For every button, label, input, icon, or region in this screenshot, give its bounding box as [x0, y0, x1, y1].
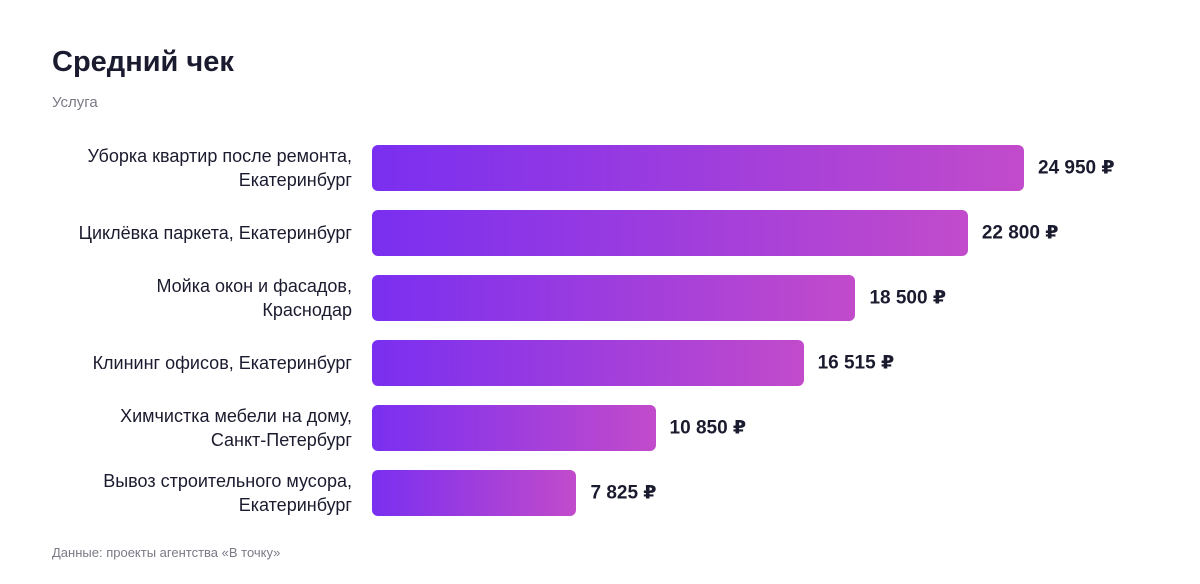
value-label: 16 515 ₽ — [817, 352, 895, 374]
value-label: 22 800 ₽ — [981, 222, 1059, 244]
bar — [372, 275, 856, 321]
category-label: Вывоз строительного мусора, Екатеринбург — [103, 471, 352, 515]
chart-subtitle: Услуга — [52, 94, 98, 111]
chart-title: Средний чек — [52, 46, 234, 78]
source-note: Данные: проекты агентства «В точку» — [52, 545, 281, 560]
category-label: Клининг офисов, Екатеринбург — [92, 353, 352, 373]
bar — [372, 470, 577, 516]
bar — [372, 210, 968, 256]
category-label: Уборка квартир после ремонта, Екатеринбу… — [87, 146, 353, 190]
value-label: 10 850 ₽ — [669, 417, 747, 439]
value-label: 7 825 ₽ — [590, 482, 657, 504]
category-label: Мойка окон и фасадов, Краснодар — [156, 276, 352, 320]
value-label: 24 950 ₽ — [1038, 157, 1115, 179]
category-label: Циклёвка паркета, Екатеринбург — [78, 223, 352, 243]
category-label: Химчистка мебели на дому, Санкт-Петербур… — [120, 406, 352, 450]
bar — [372, 340, 804, 386]
bar — [372, 405, 656, 451]
bar — [372, 145, 1024, 191]
value-label: 18 500 ₽ — [869, 287, 947, 309]
